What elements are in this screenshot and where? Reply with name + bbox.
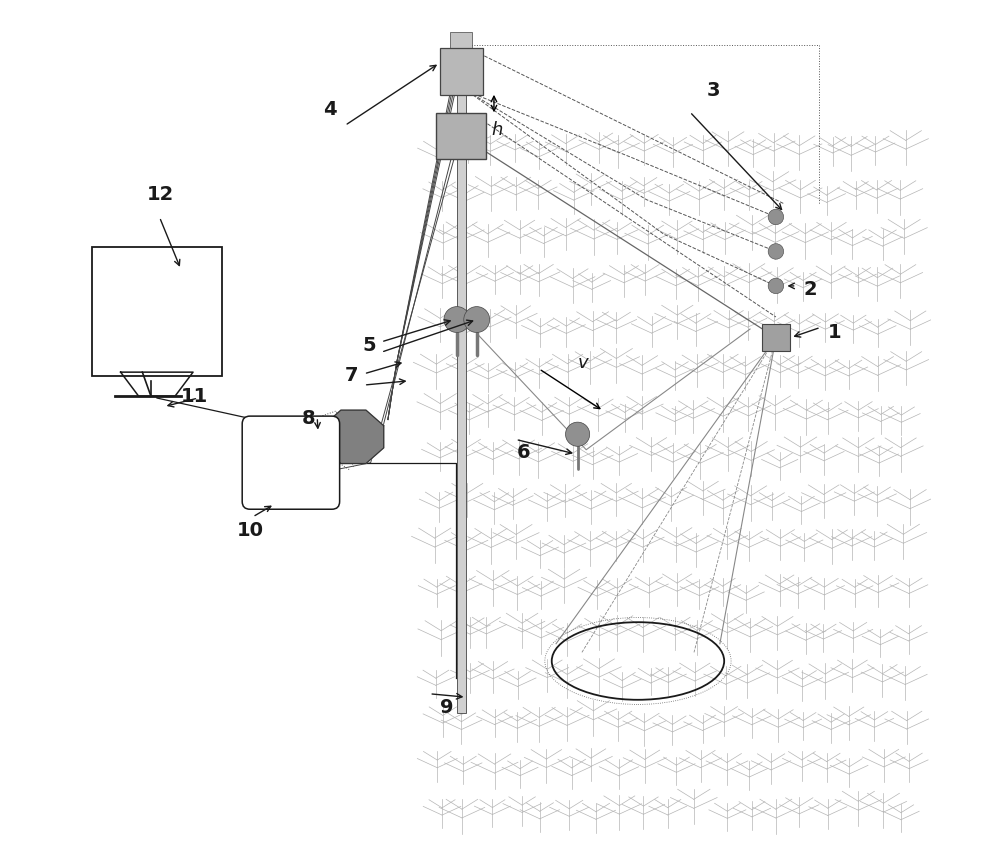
FancyBboxPatch shape — [436, 112, 486, 159]
Text: 8: 8 — [302, 409, 315, 428]
Text: 11: 11 — [181, 388, 208, 407]
FancyBboxPatch shape — [92, 247, 222, 376]
Text: 6: 6 — [517, 444, 531, 463]
Text: 9: 9 — [440, 698, 453, 717]
FancyBboxPatch shape — [450, 32, 472, 49]
Circle shape — [566, 422, 590, 446]
FancyBboxPatch shape — [457, 40, 466, 713]
FancyBboxPatch shape — [440, 48, 483, 94]
Text: 5: 5 — [362, 336, 376, 355]
FancyBboxPatch shape — [242, 416, 340, 509]
Circle shape — [768, 279, 784, 294]
Text: h: h — [491, 121, 503, 139]
Circle shape — [464, 306, 490, 332]
Text: 2: 2 — [804, 279, 817, 298]
Text: v: v — [578, 354, 588, 372]
Polygon shape — [323, 410, 384, 464]
Text: 1: 1 — [828, 323, 841, 342]
Text: 4: 4 — [323, 100, 337, 119]
Circle shape — [768, 244, 784, 260]
Text: 12: 12 — [146, 185, 174, 203]
Circle shape — [444, 306, 470, 332]
Text: 3: 3 — [707, 81, 720, 100]
FancyBboxPatch shape — [762, 324, 790, 351]
Text: 10: 10 — [237, 521, 264, 540]
Text: 7: 7 — [345, 366, 358, 385]
Circle shape — [768, 209, 784, 225]
